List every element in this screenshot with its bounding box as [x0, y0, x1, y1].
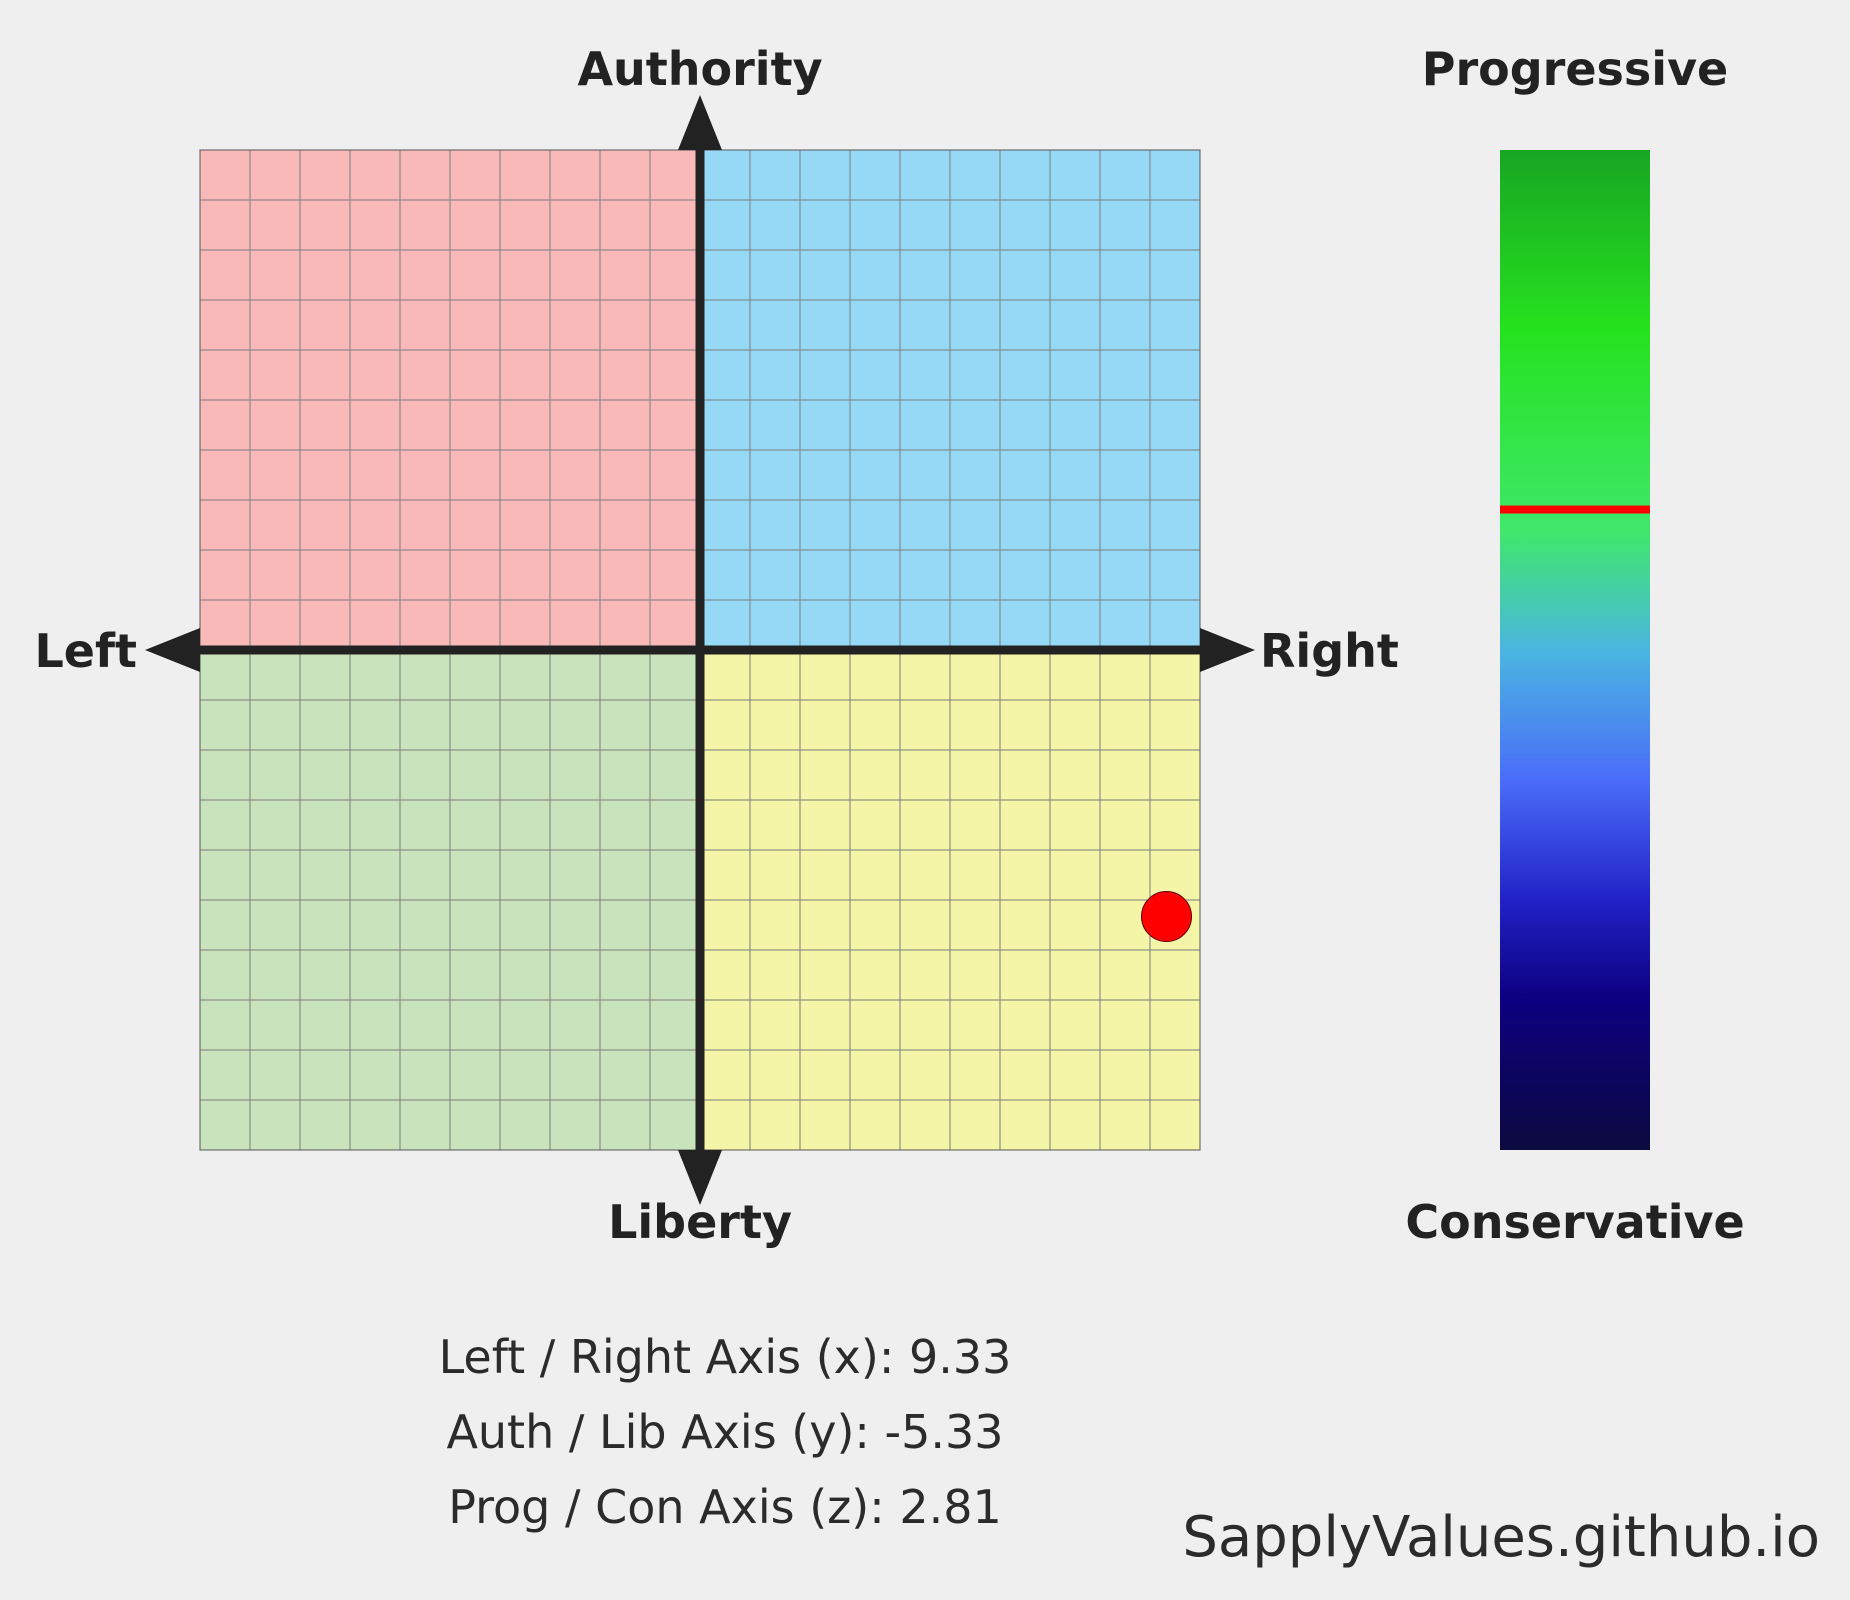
scale-label-bottom: Conservative	[1405, 1195, 1744, 1249]
axis-label-top: Authority	[577, 42, 822, 96]
arrow-down-icon	[678, 1150, 722, 1205]
scale-label-top: Progressive	[1422, 42, 1729, 96]
axis-label-right: Right	[1260, 624, 1399, 678]
progressive-conservative-scale	[1500, 150, 1650, 1150]
axis-label-bottom: Liberty	[608, 1195, 792, 1249]
readout-z: Prog / Con Axis (z): 2.81	[448, 1480, 1002, 1534]
result-point-marker	[1141, 891, 1192, 942]
site-credit: SapplyValues.github.io	[1182, 1505, 1820, 1570]
readout-x: Left / Right Axis (x): 9.33	[438, 1330, 1012, 1384]
axis-label-left: Left	[34, 624, 137, 678]
arrow-up-icon	[678, 95, 722, 150]
arrow-left-icon	[145, 628, 200, 672]
readout-y: Auth / Lib Axis (y): -5.33	[446, 1405, 1004, 1459]
arrow-right-icon	[1200, 628, 1255, 672]
scale-result-marker	[1500, 505, 1650, 514]
